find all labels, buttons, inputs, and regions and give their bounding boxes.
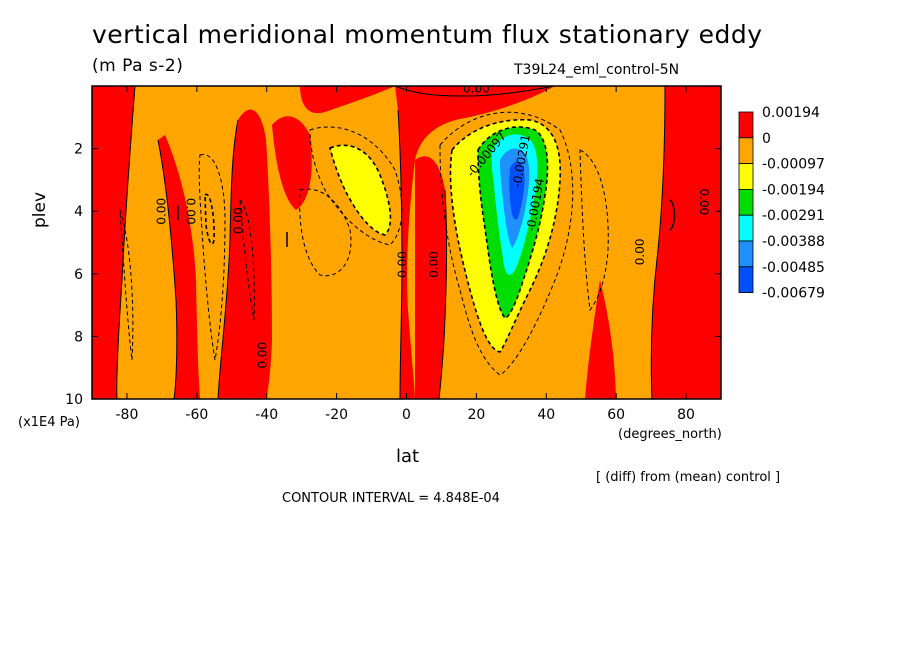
zero-contour <box>438 189 448 399</box>
colorbar-swatch <box>738 188 754 216</box>
contour-label: 0.00 <box>633 239 647 266</box>
colorbar-label: -0.00291 <box>762 208 825 224</box>
contour-label: 0.00 <box>256 342 270 369</box>
y-tick-label: 4 <box>74 204 83 220</box>
positive-region <box>300 86 395 114</box>
zero-contour <box>650 86 666 399</box>
colorbar-swatch <box>738 137 754 165</box>
contour-line <box>579 149 609 312</box>
colorbar-label: -0.00388 <box>762 234 825 250</box>
zero-contour <box>397 109 403 399</box>
contour-line <box>329 144 392 236</box>
contour-line <box>204 193 215 245</box>
negative-region-1 <box>330 145 391 235</box>
chart-title: vertical meridional momentum flux statio… <box>92 20 763 49</box>
contour-line <box>239 198 255 321</box>
x-axis-unit: (degrees_north) <box>618 427 722 442</box>
negative-region-5 <box>509 161 525 220</box>
x-tick-label: -20 <box>325 407 348 423</box>
x-tick-label: 20 <box>467 407 485 423</box>
zero-contour <box>116 86 136 399</box>
positive-region <box>651 86 721 399</box>
contour-line <box>309 126 403 246</box>
chart-units: (m Pa s-2) <box>92 56 184 76</box>
x-tick-label: 60 <box>607 407 625 423</box>
contour-label: 0.00 <box>154 198 168 225</box>
colorbar-swatch <box>738 111 754 139</box>
positive-region <box>218 109 272 399</box>
colorbar-label: -0.00679 <box>762 286 825 302</box>
x-tick-label: 80 <box>677 407 695 423</box>
contour-mark <box>669 199 676 231</box>
x-tick-label: 0 <box>402 407 411 423</box>
dataset-label: T39L24_eml_control-5N <box>514 62 680 78</box>
colorbar-swatch <box>738 214 754 242</box>
x-axis-label: lat <box>396 446 420 467</box>
y-tick-label: 6 <box>74 267 83 283</box>
positive-region <box>585 280 616 399</box>
zero-contour <box>157 139 178 399</box>
colorbar-label: -0.00097 <box>762 157 825 173</box>
y-axis-unit: (x1E4 Pa) <box>18 415 80 430</box>
x-tick-label: 40 <box>537 407 555 423</box>
y-tick-label: 2 <box>74 142 83 158</box>
colorbar-label: -0.00194 <box>762 182 825 198</box>
contour-line <box>449 118 562 353</box>
contour-line <box>299 188 352 277</box>
contour-label: 0.00 <box>427 251 441 278</box>
colorbar-label: 0.00194 <box>762 105 820 121</box>
colorbar-label: -0.00485 <box>762 260 825 276</box>
colorbar-swatch <box>738 266 754 293</box>
positive-region <box>272 116 312 210</box>
positive-region <box>395 86 555 399</box>
contour-interval: CONTOUR INTERVAL = 4.848E-04 <box>282 491 500 506</box>
contour-label: 0.00 <box>183 198 197 225</box>
contour-line <box>439 111 574 376</box>
diff-note: [ (diff) from (mean) control ] <box>596 470 781 485</box>
contour-line <box>198 154 226 361</box>
contour-line <box>477 126 549 319</box>
y-tick-label: 10 <box>65 392 83 408</box>
zero-contour <box>217 119 239 399</box>
y-tick-label: 8 <box>74 329 83 345</box>
positive-region <box>92 86 135 399</box>
positive-region <box>415 156 447 399</box>
contour-label: 0.00 <box>697 188 711 215</box>
x-tick-label: -40 <box>255 407 278 423</box>
colorbar-label: 0 <box>762 131 771 147</box>
x-tick-label: -80 <box>116 407 139 423</box>
x-tick-label: -60 <box>185 407 208 423</box>
colorbar-swatch <box>738 163 754 190</box>
zero-contour <box>394 86 556 97</box>
contour-label: 0.00 <box>396 251 410 278</box>
contour-label: 0.00 <box>231 207 245 234</box>
colorbar-swatch <box>738 240 754 268</box>
positive-region <box>158 135 200 399</box>
contour-line <box>119 209 134 361</box>
